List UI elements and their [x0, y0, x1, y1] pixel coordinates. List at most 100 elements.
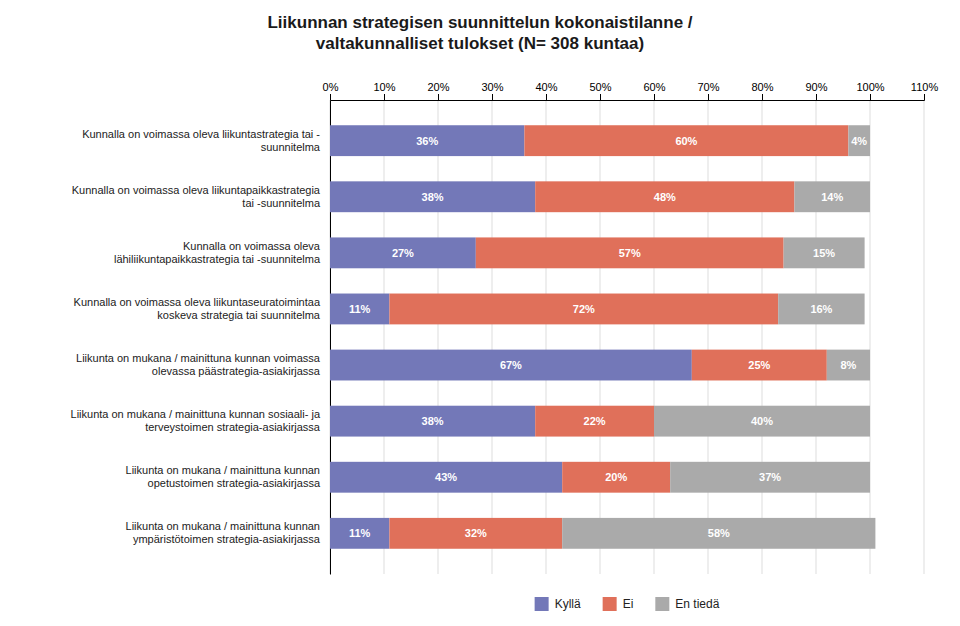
x-tick: 0%: [323, 81, 339, 100]
bar: [692, 350, 827, 381]
y-tick-label: Liikunta on mukana / mainittuna kunnan v…: [76, 352, 321, 377]
y-tick: Kunnalla on voimassa olevalähiliikuntapa…: [114, 240, 321, 265]
y-tick: Kunnalla on voimassa oleva liikuntapaikk…: [72, 184, 321, 209]
data-label: 32%: [465, 527, 487, 539]
x-tick: 90%: [805, 81, 827, 100]
y-axis-line: [330, 101, 331, 575]
x-tick-label: 70%: [697, 81, 719, 93]
data-label: 48%: [654, 191, 676, 203]
x-tick-label: 40%: [535, 81, 557, 93]
bar: [330, 125, 524, 156]
x-tick: 100%: [856, 81, 884, 100]
x-tick: 70%: [697, 81, 719, 100]
data-label: 60%: [675, 135, 697, 147]
y-tick-label: Kunnalla on voimassa olevalähiliikuntapa…: [114, 240, 321, 265]
bar: [330, 518, 389, 549]
legend-label: Kyllä: [555, 597, 581, 611]
y-tick: Liikunta on mukana / mainittuna kunnan s…: [71, 408, 321, 433]
y-tick: Liikunta on mukana / mainittuna kunnanop…: [126, 464, 321, 489]
y-tick-label: Kunnalla on voimassa oleva liikuntapaikk…: [72, 184, 321, 209]
bar: [330, 406, 535, 437]
bar: [330, 181, 535, 212]
data-label: 36%: [416, 135, 438, 147]
y-tick: Liikunta on mukana / mainittuna kunnanym…: [126, 520, 321, 545]
bar: [562, 462, 670, 493]
data-label: 8%: [840, 359, 856, 371]
grid-line: [924, 100, 925, 574]
x-axis-line: [331, 94, 925, 101]
x-tick-mark: [600, 94, 601, 100]
x-tick-label: 110%: [911, 81, 939, 93]
x-tick-label: 20%: [427, 81, 449, 93]
x-tick-mark: [384, 94, 385, 100]
x-tick-mark: [546, 94, 547, 100]
x-tick: 80%: [751, 81, 773, 100]
legend-swatch: [603, 597, 617, 611]
x-tick-mark: [762, 94, 763, 100]
x-axis: 0%10%20%30%40%50%60%70%80%90%100%110%: [323, 81, 939, 101]
y-tick-label: Liikunta on mukana / mainittuna kunnan s…: [71, 408, 321, 433]
bar: [389, 294, 778, 325]
bar: [848, 125, 870, 156]
bar: [778, 294, 864, 325]
legend-label: En tiedä: [675, 597, 719, 611]
x-tick-mark: [924, 94, 925, 100]
legend-swatch: [655, 597, 669, 611]
data-label: 43%: [435, 471, 457, 483]
data-label: 72%: [573, 303, 595, 315]
title: Liikunnan strategisen suunnittelun kokon…: [267, 13, 692, 53]
x-tick: 20%: [427, 81, 449, 100]
data-label: 4%: [851, 135, 867, 147]
data-label: 14%: [821, 191, 843, 203]
grid-line: [492, 100, 493, 574]
data-label: 16%: [810, 303, 832, 315]
grid-line: [816, 100, 817, 574]
data-label: 11%: [349, 527, 371, 539]
x-tick-label: 80%: [751, 81, 773, 93]
bar: [562, 518, 875, 549]
y-tick-label: Kunnalla on voimassa oleva liikuntastrat…: [82, 128, 321, 153]
bar: [524, 125, 848, 156]
data-label: 67%: [500, 359, 522, 371]
grid-line: [870, 100, 871, 574]
bar: [330, 294, 389, 325]
x-tick-mark: [438, 94, 439, 100]
data-label: 22%: [584, 415, 606, 427]
bar: [476, 237, 784, 268]
legend-item: En tiedä: [655, 597, 719, 611]
x-tick: 10%: [373, 81, 395, 100]
data-label: 15%: [813, 247, 835, 259]
x-tick-mark: [330, 94, 331, 100]
series: [562, 125, 875, 549]
grid-line: [762, 100, 763, 574]
data-label: 37%: [759, 471, 781, 483]
legend-swatch: [535, 597, 549, 611]
x-tick-label: 0%: [323, 81, 339, 93]
bar: [535, 181, 794, 212]
grid-line: [708, 100, 709, 574]
x-tick: 40%: [535, 81, 557, 100]
bar: [330, 462, 562, 493]
y-tick: Kunnalla on voimassa oleva liikuntaseura…: [74, 296, 321, 321]
y-tick-label: Kunnalla on voimassa oleva liikuntaseura…: [74, 296, 321, 321]
bar: [827, 350, 870, 381]
x-tick-mark: [708, 94, 709, 100]
x-tick-label: 100%: [856, 81, 884, 93]
grid-line: [384, 100, 385, 574]
y-tick: Kunnalla on voimassa oleva liikuntastrat…: [82, 128, 321, 153]
data-label: 25%: [748, 359, 770, 371]
x-tick-label: 50%: [589, 81, 611, 93]
data-label: 38%: [422, 191, 444, 203]
data-label: 20%: [605, 471, 627, 483]
grid-line: [654, 100, 655, 574]
x-tick-label: 30%: [481, 81, 503, 93]
bar: [330, 237, 476, 268]
data-label: 58%: [708, 527, 730, 539]
grid-line: [330, 100, 331, 574]
legend: KylläEiEn tiedä: [535, 597, 720, 611]
legend-item: Kyllä: [535, 597, 581, 611]
y-tick-label: Liikunta on mukana / mainittuna kunnanop…: [126, 464, 321, 489]
bar: [389, 518, 562, 549]
grid-line: [546, 100, 547, 574]
grid-line: [600, 100, 601, 574]
